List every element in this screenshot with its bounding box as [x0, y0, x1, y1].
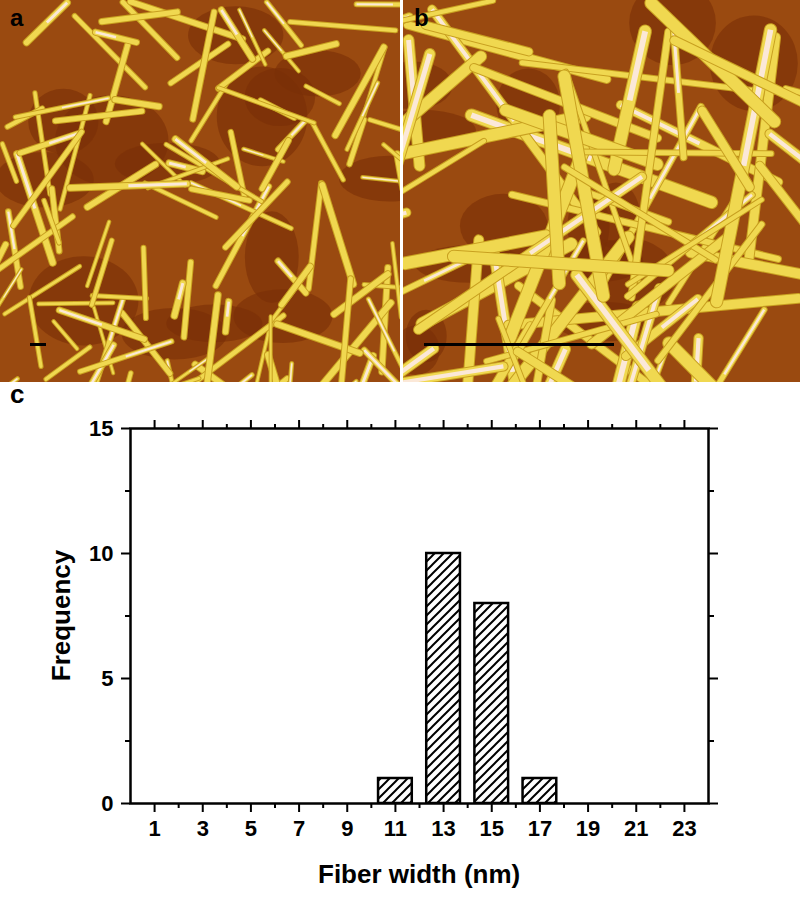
svg-text:9: 9 — [341, 816, 353, 841]
svg-text:21: 21 — [624, 816, 648, 841]
svg-text:0: 0 — [101, 791, 113, 816]
svg-text:23: 23 — [672, 816, 696, 841]
svg-text:5: 5 — [101, 666, 113, 691]
svg-text:11: 11 — [384, 816, 407, 841]
html-text:Fiber width (nm): Fiber width (nm) — [318, 859, 521, 889]
html-text:Frequency: Frequency — [46, 549, 77, 682]
svg-text:7: 7 — [293, 816, 305, 841]
svg-text:15: 15 — [89, 416, 113, 441]
svg-text:17: 17 — [528, 816, 552, 841]
svg-text:15: 15 — [480, 816, 504, 841]
svg-text:1: 1 — [148, 816, 160, 841]
svg-text:10: 10 — [89, 541, 113, 566]
svg-text:a: a — [10, 4, 24, 31]
html-text:c: c — [10, 379, 25, 409]
svg-text:b: b — [414, 4, 429, 31]
svg-text:5: 5 — [245, 816, 257, 841]
svg-text:13: 13 — [431, 816, 455, 841]
svg-text:3: 3 — [197, 816, 209, 841]
svg-text:19: 19 — [576, 816, 600, 841]
